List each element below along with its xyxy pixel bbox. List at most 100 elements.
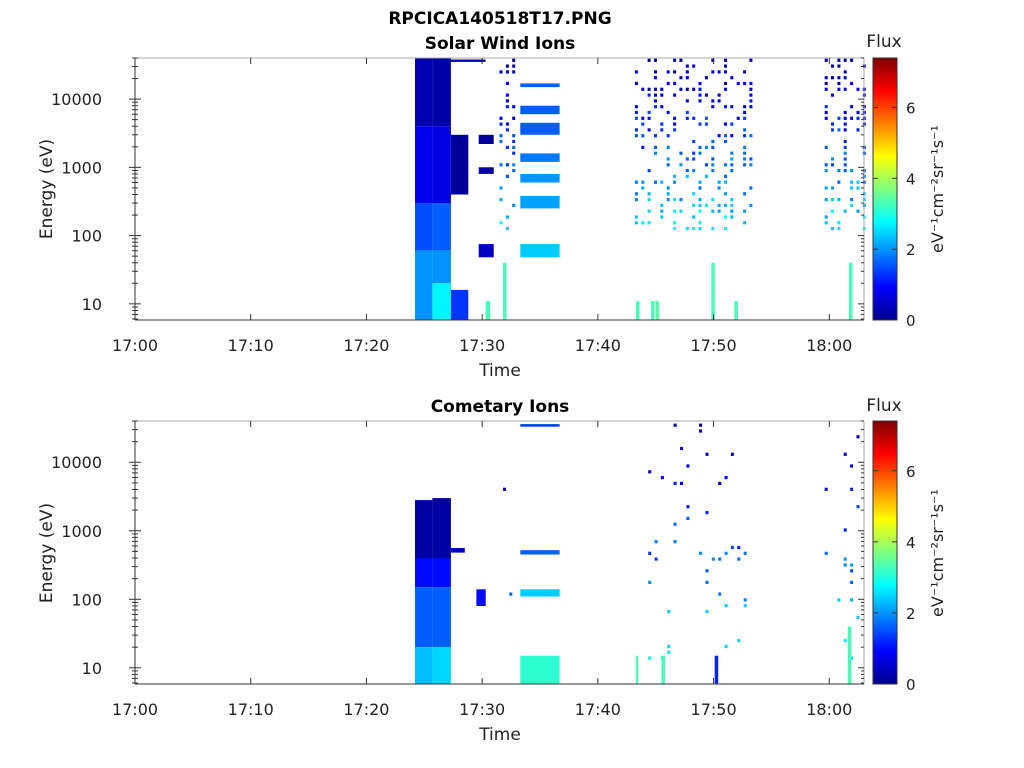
flux-pixel (831, 186, 834, 190)
flux-pixel (856, 209, 860, 213)
y-tick-label: 10000 (51, 90, 102, 109)
flux-block (432, 203, 451, 251)
flux-pixel (737, 639, 741, 643)
flux-pixel (505, 145, 509, 149)
flux-pixel (717, 209, 721, 213)
flux-pixel (634, 70, 638, 74)
flux-pixel (743, 551, 747, 555)
flux-pixel (730, 163, 734, 167)
flux-pixel (730, 203, 734, 207)
flux-pixel (717, 186, 721, 190)
flux-pixel (711, 557, 715, 561)
flux-block (432, 647, 451, 684)
flux-pixel (717, 70, 721, 74)
flux-pixel (499, 198, 503, 202)
flux-block (476, 589, 486, 606)
flux-pixel (673, 81, 677, 86)
flux-pixel (730, 198, 734, 202)
flux-pixel (711, 209, 715, 213)
flux-pixel (730, 215, 734, 219)
x-tick-label: 17:20 (343, 336, 389, 355)
flux-pixel (711, 227, 715, 231)
flux-pixel (704, 122, 708, 126)
flux-pixel (686, 464, 690, 468)
flux-block (432, 283, 451, 320)
flux-pixel (698, 186, 702, 190)
flux-block (432, 558, 451, 588)
flux-pixel (699, 423, 703, 427)
y-tick-label: 100 (71, 227, 102, 246)
flux-pixel (692, 169, 696, 173)
flux-pixel (850, 487, 854, 491)
flux-pixel (705, 580, 709, 584)
flux-pixel (711, 99, 715, 103)
flux-pixel (856, 116, 860, 120)
flux-pixel (743, 70, 747, 74)
flux-pixel (499, 163, 503, 167)
flux-pixel (705, 511, 709, 515)
flux-pixel (824, 186, 828, 190)
x-tick-label: 17:20 (343, 700, 389, 719)
flux-pixel (704, 163, 708, 167)
flux-pixel (686, 516, 690, 520)
flux-pixel (509, 592, 513, 596)
flux-pixel (724, 139, 727, 144)
flux-pixel (717, 93, 721, 97)
flux-pixel (660, 203, 664, 207)
flux-block (450, 59, 486, 62)
flux-pixel (856, 505, 860, 509)
flux-pixel (654, 87, 657, 91)
flux-pixel (850, 569, 854, 573)
flux-pixel (641, 122, 645, 126)
flux-pixel (843, 128, 847, 132)
flux-pixel (654, 105, 657, 109)
flux-pixel (824, 169, 828, 173)
flux-pixel (730, 151, 734, 155)
flux-pixel (749, 186, 753, 190)
flux-pixel (654, 58, 657, 62)
flux-pixel (699, 551, 703, 555)
flux-pixel (824, 487, 828, 491)
flux-pixel (711, 139, 715, 144)
flux-pixel (717, 99, 721, 103)
flux-pixel (724, 105, 727, 109)
flux-pixel (850, 580, 854, 584)
flux-block (520, 105, 560, 115)
flux-pixel (641, 186, 645, 190)
flux-pixel (641, 87, 645, 91)
flux-pixel (698, 151, 702, 155)
flux-pixel (724, 227, 727, 231)
flux-block (415, 587, 433, 648)
flux-pixel (660, 128, 664, 132)
flux-pixel (831, 122, 834, 126)
flux-pixel (711, 70, 715, 74)
flux-pixel (730, 545, 734, 550)
flux-pixel (698, 81, 702, 86)
flux-block (711, 262, 715, 320)
flux-pixel (704, 203, 708, 207)
flux-pixel (685, 157, 689, 161)
flux-pixel (698, 122, 702, 126)
colorbar-tick-label: 0 (906, 676, 916, 694)
flux-pixel (705, 452, 709, 456)
flux-pixel (824, 105, 828, 109)
flux-pixel (704, 174, 708, 178)
x-tick-label: 18:00 (806, 700, 852, 719)
flux-pixel (749, 157, 753, 161)
flux-pixel (679, 198, 683, 202)
flux-pixel (647, 116, 651, 120)
flux-pixel (673, 540, 677, 544)
flux-pixel (647, 110, 651, 115)
flux-pixel (743, 116, 747, 120)
flux-pixel (666, 134, 670, 138)
flux-pixel (824, 76, 828, 80)
flux-pixel (724, 64, 727, 68)
y-tick-label: 10000 (51, 453, 102, 472)
flux-pixel (824, 116, 828, 120)
flux-pixel (856, 87, 860, 91)
flux-pixel (647, 87, 651, 91)
x-tick-label: 17:00 (112, 700, 158, 719)
flux-pixel (654, 93, 657, 97)
flux-pixel (831, 157, 834, 161)
colorbar-tick-label: 4 (906, 170, 916, 188)
